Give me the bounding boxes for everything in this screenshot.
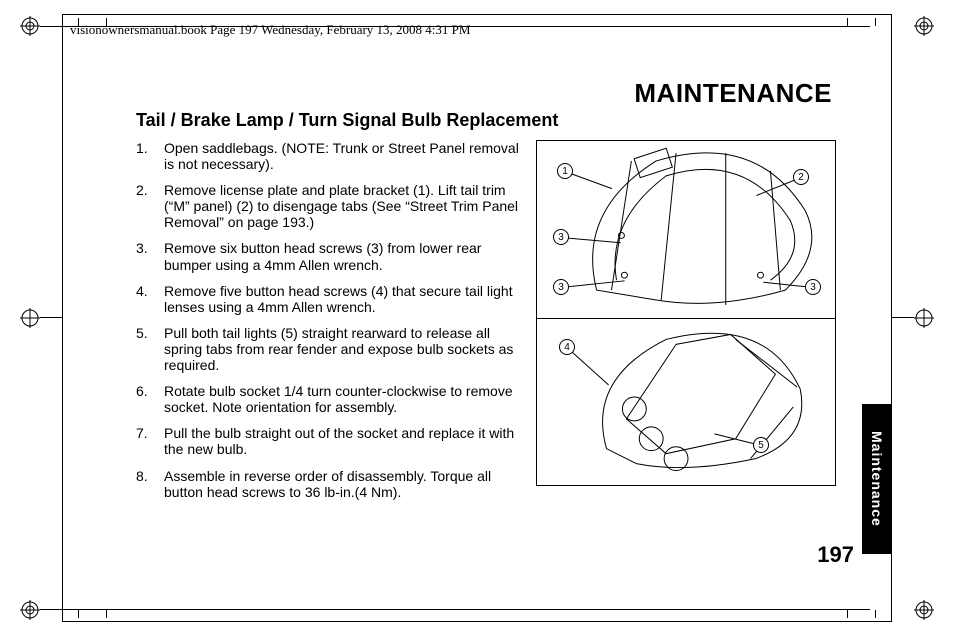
- step-item: Remove five button head screws (4) that …: [136, 283, 526, 315]
- steps-list: Open saddlebags. (NOTE: Trunk or Street …: [136, 140, 526, 500]
- page-number: 197: [817, 542, 854, 568]
- page-root: visionownersmanual.book Page 197 Wednesd…: [0, 0, 954, 636]
- callout-bubble: 3: [553, 279, 569, 295]
- step-item: Assemble in reverse order of disassembly…: [136, 468, 526, 500]
- figure-bottom: 45: [537, 319, 835, 485]
- figure-box: 12333 45: [536, 140, 836, 486]
- figure-column: 12333 45: [536, 140, 836, 510]
- body-columns: Open saddlebags. (NOTE: Trunk or Street …: [136, 140, 856, 510]
- reg-mark-br: [914, 600, 934, 620]
- step-item: Rotate bulb socket 1/4 turn counter-cloc…: [136, 383, 526, 415]
- figure-top-svg: [537, 141, 835, 318]
- step-item: Open saddlebags. (NOTE: Trunk or Street …: [136, 140, 526, 172]
- side-tab: Maintenance: [862, 404, 892, 554]
- steps-column: Open saddlebags. (NOTE: Trunk or Street …: [136, 140, 536, 510]
- figure-bottom-svg: [537, 319, 835, 485]
- callout-bubble: 1: [557, 163, 573, 179]
- callout-bubble: 5: [753, 437, 769, 453]
- reg-mark-r: [914, 308, 934, 328]
- reg-mark-tl: [20, 16, 40, 36]
- reg-mark-bl: [20, 600, 40, 620]
- callout-bubble: 3: [805, 279, 821, 295]
- crop-tick: [40, 317, 62, 318]
- subsection-title: Tail / Brake Lamp / Turn Signal Bulb Rep…: [136, 110, 558, 131]
- callout-bubble: 3: [553, 229, 569, 245]
- callout-bubble: 2: [793, 169, 809, 185]
- callout-bubble: 4: [559, 339, 575, 355]
- doc-header: visionownersmanual.book Page 197 Wednesd…: [70, 22, 884, 38]
- step-item: Remove six button head screws (3) from l…: [136, 240, 526, 272]
- section-title: MAINTENANCE: [634, 78, 832, 109]
- reg-mark-l: [20, 308, 40, 328]
- step-item: Remove license plate and plate bracket (…: [136, 182, 526, 230]
- crop-tick: [892, 317, 914, 318]
- figure-top: 1 2 3 3 3: [537, 141, 835, 319]
- step-item: Pull the bulb straight out of the socket…: [136, 425, 526, 457]
- reg-mark-tr: [914, 16, 934, 36]
- step-item: Pull both tail lights (5) straight rearw…: [136, 325, 526, 373]
